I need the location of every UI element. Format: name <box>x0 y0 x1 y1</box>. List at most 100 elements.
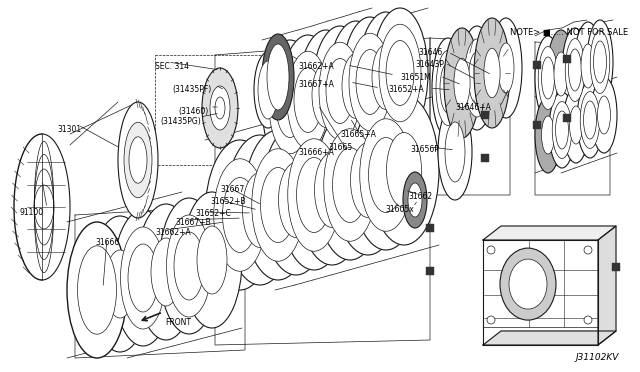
Ellipse shape <box>568 49 582 91</box>
Ellipse shape <box>297 115 367 265</box>
Ellipse shape <box>464 39 490 117</box>
Ellipse shape <box>279 120 349 270</box>
Ellipse shape <box>243 130 313 280</box>
Ellipse shape <box>129 137 147 183</box>
Ellipse shape <box>210 86 230 130</box>
Ellipse shape <box>432 38 464 138</box>
Polygon shape <box>483 226 616 240</box>
Polygon shape <box>483 331 616 345</box>
Ellipse shape <box>351 100 421 250</box>
Ellipse shape <box>584 101 596 139</box>
Text: 31665: 31665 <box>328 143 352 152</box>
Ellipse shape <box>269 56 311 154</box>
Text: 31605x: 31605x <box>385 205 413 214</box>
Ellipse shape <box>487 316 495 324</box>
Ellipse shape <box>580 92 600 148</box>
Ellipse shape <box>552 102 572 158</box>
Ellipse shape <box>223 177 257 253</box>
Ellipse shape <box>474 18 510 128</box>
Ellipse shape <box>351 142 385 218</box>
Ellipse shape <box>541 57 554 99</box>
Ellipse shape <box>328 21 384 151</box>
Ellipse shape <box>387 132 422 208</box>
Polygon shape <box>430 38 510 195</box>
Bar <box>533 121 541 129</box>
Ellipse shape <box>445 122 465 182</box>
Ellipse shape <box>440 63 456 113</box>
Ellipse shape <box>214 159 266 271</box>
Bar <box>426 267 434 275</box>
Ellipse shape <box>379 24 421 122</box>
Ellipse shape <box>454 58 470 108</box>
Ellipse shape <box>541 116 554 154</box>
Ellipse shape <box>136 204 196 340</box>
Ellipse shape <box>326 58 354 124</box>
Ellipse shape <box>438 104 472 200</box>
Ellipse shape <box>215 97 225 119</box>
Text: 31643P: 31643P <box>415 60 444 69</box>
Ellipse shape <box>535 36 561 120</box>
Ellipse shape <box>356 49 384 115</box>
Ellipse shape <box>500 248 556 320</box>
Ellipse shape <box>386 41 414 106</box>
Ellipse shape <box>166 215 211 317</box>
Text: 31656P: 31656P <box>410 145 439 154</box>
Polygon shape <box>155 55 305 165</box>
Ellipse shape <box>372 8 428 138</box>
Ellipse shape <box>333 148 367 222</box>
Polygon shape <box>75 205 245 358</box>
Text: NOTE> ■..... NOT FOR SALE: NOTE> ■..... NOT FOR SALE <box>510 28 628 37</box>
Ellipse shape <box>182 192 242 328</box>
Ellipse shape <box>151 238 181 306</box>
Ellipse shape <box>460 26 494 130</box>
Ellipse shape <box>252 149 304 261</box>
Ellipse shape <box>554 52 568 96</box>
Ellipse shape <box>468 52 486 104</box>
Ellipse shape <box>124 122 152 198</box>
Ellipse shape <box>538 46 557 109</box>
Ellipse shape <box>128 244 158 312</box>
Text: (31435PG): (31435PG) <box>160 117 201 126</box>
Ellipse shape <box>562 28 588 112</box>
Ellipse shape <box>436 51 460 125</box>
Ellipse shape <box>298 30 354 160</box>
Ellipse shape <box>598 96 611 134</box>
Ellipse shape <box>570 106 582 144</box>
Ellipse shape <box>254 52 282 128</box>
Ellipse shape <box>444 28 480 138</box>
Text: 31662+A: 31662+A <box>298 62 333 71</box>
Ellipse shape <box>267 44 289 110</box>
Ellipse shape <box>278 163 314 237</box>
Text: 31667+A: 31667+A <box>298 80 334 89</box>
Ellipse shape <box>159 198 219 334</box>
Bar <box>426 224 434 232</box>
Ellipse shape <box>243 173 278 247</box>
Ellipse shape <box>205 140 275 290</box>
Ellipse shape <box>587 20 613 104</box>
Text: 31667+B: 31667+B <box>175 218 211 227</box>
Ellipse shape <box>408 183 422 217</box>
Ellipse shape <box>197 226 227 294</box>
Text: J31102KV: J31102KV <box>575 353 618 362</box>
Ellipse shape <box>90 216 150 352</box>
Polygon shape <box>215 170 430 345</box>
Ellipse shape <box>369 95 439 245</box>
Ellipse shape <box>333 105 403 255</box>
Ellipse shape <box>547 30 575 118</box>
Ellipse shape <box>319 42 361 140</box>
Ellipse shape <box>260 167 296 243</box>
Ellipse shape <box>342 17 398 147</box>
Text: 31662+A: 31662+A <box>155 228 191 237</box>
Text: (31435PF): (31435PF) <box>172 85 211 94</box>
Ellipse shape <box>342 54 370 119</box>
Ellipse shape <box>565 38 585 102</box>
Ellipse shape <box>77 246 116 334</box>
Ellipse shape <box>358 12 414 142</box>
Ellipse shape <box>174 232 204 300</box>
Ellipse shape <box>581 44 595 88</box>
Ellipse shape <box>509 259 547 309</box>
Text: 31646: 31646 <box>418 48 442 57</box>
Ellipse shape <box>349 33 391 131</box>
Ellipse shape <box>67 222 127 358</box>
Ellipse shape <box>225 135 295 285</box>
